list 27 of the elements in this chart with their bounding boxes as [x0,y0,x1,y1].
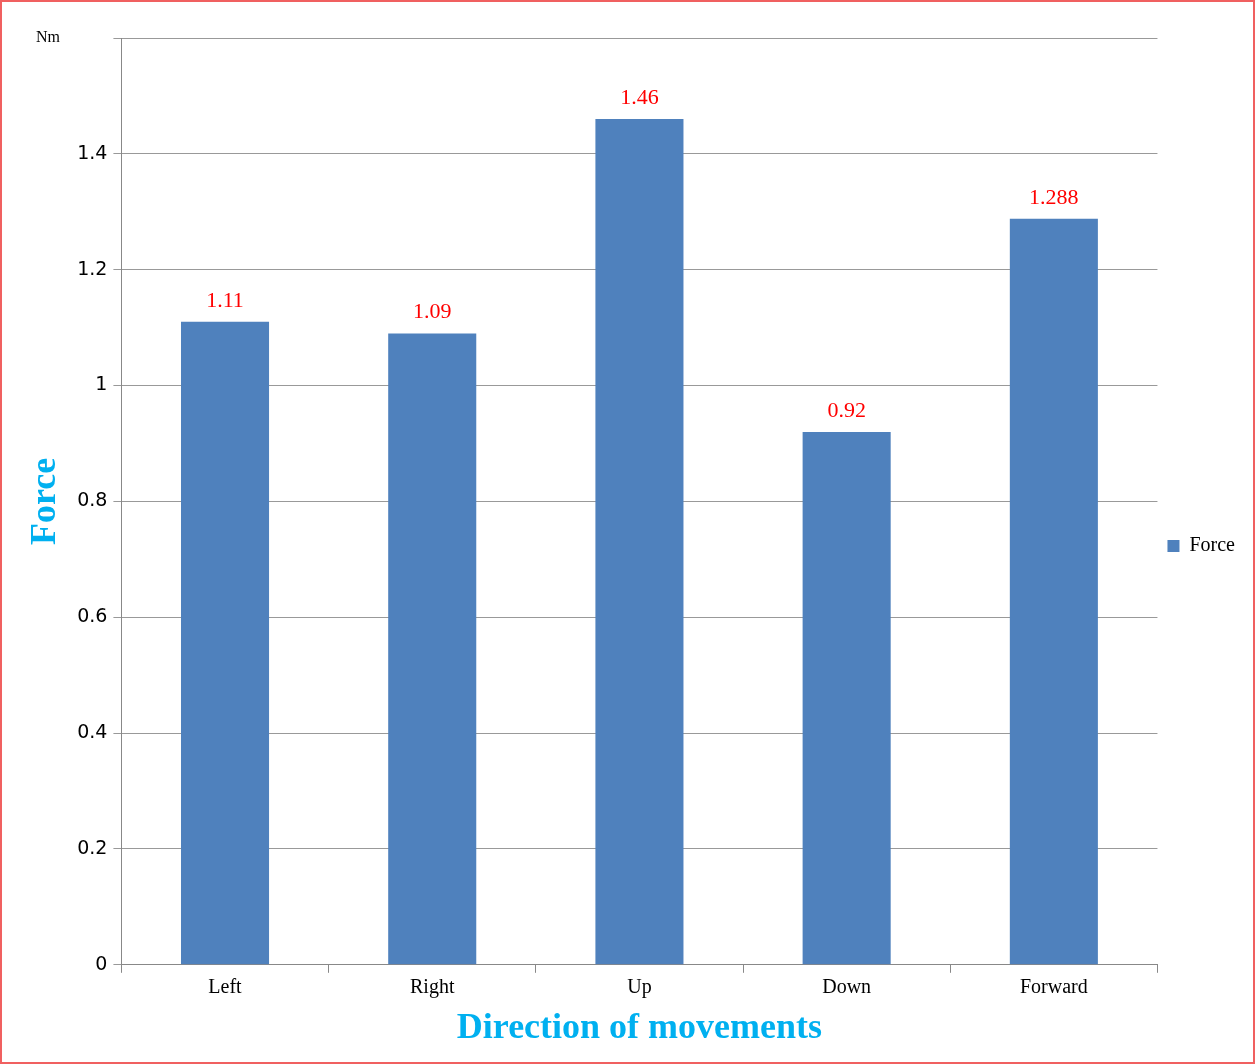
y-tick-label: 1.2 [77,256,108,279]
bar [1009,218,1098,965]
x-axis-title: Direction of movements [456,1005,823,1046]
y-tick-label: 0.6 [77,604,108,627]
y-tick-label: 1.4 [77,140,108,163]
y-tick-label: 0.4 [77,720,108,743]
data-label: 1.09 [412,298,452,324]
text: Nm [36,28,61,46]
legend-label: Force [1189,533,1236,556]
bar [388,333,477,965]
y-tick-label: 0.8 [77,488,108,511]
x-tick-label: Down [822,975,872,998]
x-tick-label: Forward [1019,975,1088,998]
data-label: 1.11 [206,286,244,312]
data-label: 1.46 [620,83,659,109]
bar [595,119,684,965]
y-axis-title: Force [22,457,63,546]
y-tick-label: 0.2 [77,835,108,858]
data-label: 0.92 [827,396,866,422]
data-label: 1.288 [1029,183,1079,209]
x-tick-label: Left [208,975,243,998]
y-tick-label: 1 [95,372,108,395]
y-tick-label: 0 [95,951,108,974]
x-tick-label: Right [410,975,455,999]
bar [802,431,891,965]
x-tick-label: Up [627,975,652,999]
bar [180,321,270,965]
